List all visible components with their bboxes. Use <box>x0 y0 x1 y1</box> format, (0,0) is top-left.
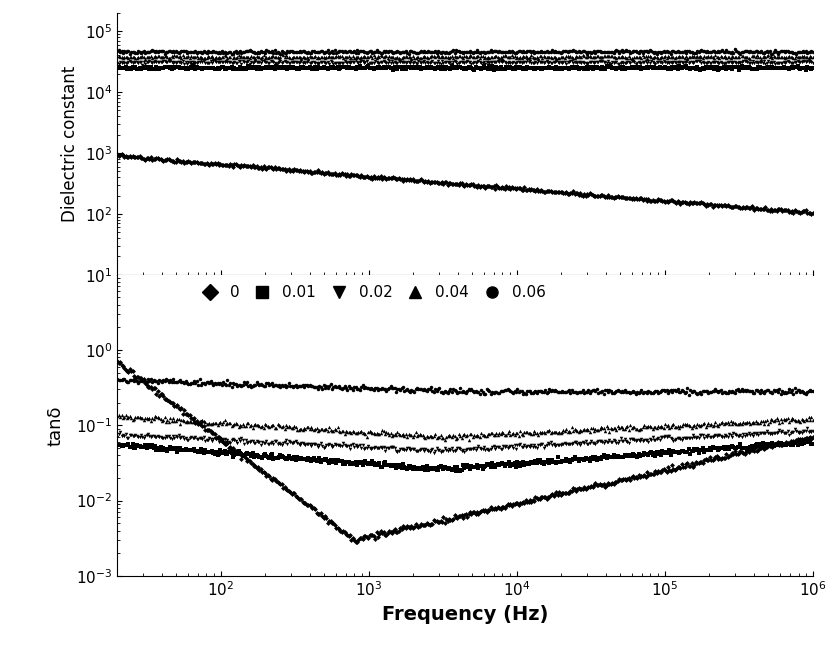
X-axis label: Frequency (Hz): Frequency (Hz) <box>382 605 548 624</box>
Legend: 0, 0.01, 0.02, 0.04, 0.06: 0, 0.01, 0.02, 0.04, 0.06 <box>194 285 546 300</box>
Y-axis label: Dielectric constant: Dielectric constant <box>61 66 80 222</box>
Y-axis label: tanδ: tanδ <box>47 405 65 446</box>
